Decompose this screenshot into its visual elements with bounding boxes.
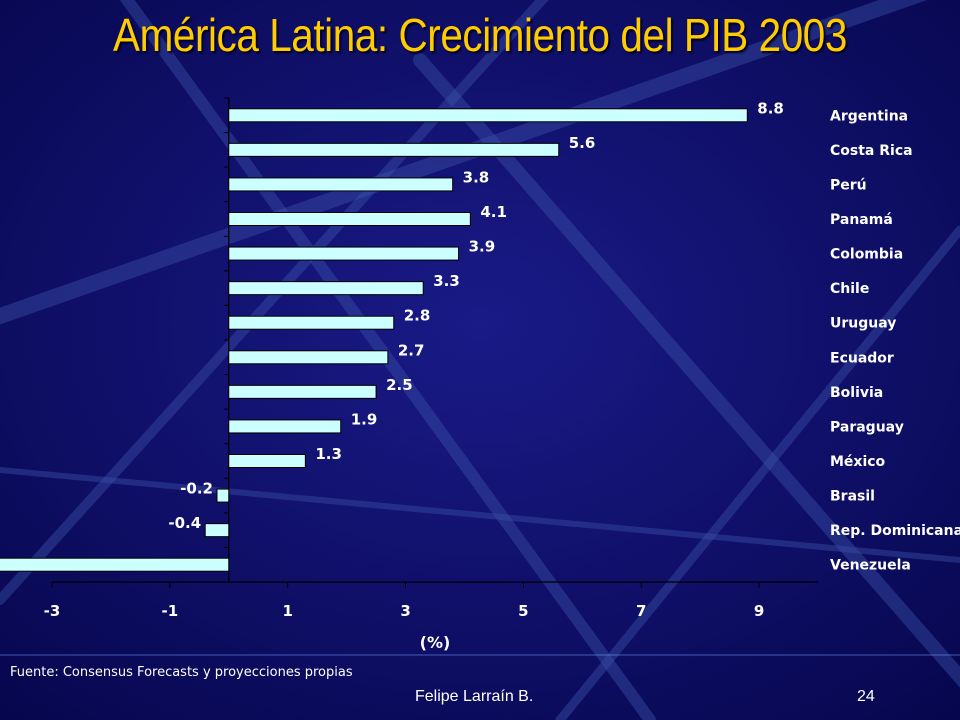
category-label: Perú (830, 177, 867, 193)
category-label: Rep. Dominicana (830, 523, 960, 539)
bar-costa-rica (228, 142, 560, 157)
bar-value-label: 3.8 (463, 168, 490, 186)
bar-venezuela (0, 557, 230, 572)
category-label: Paraguay (830, 419, 904, 435)
category-label: Argentina (830, 108, 908, 124)
bar-value-label: 8.8 (757, 99, 784, 117)
bar-brasil (216, 488, 230, 503)
bar-uruguay (228, 315, 395, 330)
bar-value-label: -0.2 (180, 480, 213, 498)
chart-axes (52, 97, 818, 583)
bar-ecuador (228, 350, 389, 365)
x-tick-label: 7 (636, 602, 646, 620)
bar-panam- (228, 212, 471, 226)
bar-value-label: 5.6 (569, 134, 596, 152)
bar-m-xico (228, 454, 306, 468)
category-label: Uruguay (830, 316, 896, 332)
category-label: Ecuador (830, 350, 894, 366)
chart-x-ticks: -3 -1 1 3 5 7 9 (44, 582, 764, 620)
category-label: México (830, 454, 886, 470)
footer-author: Felipe Larraín B. (415, 688, 534, 705)
bar-argentina (228, 108, 748, 123)
category-label: Costa Rica (830, 143, 913, 159)
x-tick-label: 5 (518, 602, 528, 620)
bar-rep-dominicana (204, 523, 230, 538)
bar-value-label: -0.4 (168, 514, 201, 532)
bar-value-label: 3.9 (469, 238, 496, 256)
x-tick-label: -1 (162, 602, 179, 620)
x-tick-label: -3 (44, 602, 61, 620)
x-tick-label: 1 (282, 602, 292, 620)
bar-value-label: 2.5 (386, 376, 413, 394)
bar-value-label: 1.9 (351, 410, 378, 428)
x-axis-label: (%) (420, 633, 451, 652)
category-label: Bolivia (830, 385, 883, 401)
category-label: Chile (830, 281, 869, 297)
slide-title: América Latina: Crecimiento del PIB 2003 (113, 9, 847, 61)
category-label: Colombia (830, 247, 903, 263)
bar-value-label: 2.7 (398, 341, 425, 359)
chart-value-labels: 8.8 5.6 3.8 4.1 3.9 3.32.8 2.7 2.5 1.9 1.3 -0.2 -0.… (168, 99, 784, 532)
bar-per- (228, 177, 454, 192)
bar-colombia (228, 246, 460, 261)
x-tick-label: 9 (754, 602, 764, 620)
category-label: Panamá (830, 212, 893, 228)
bar-value-label: 1.3 (315, 445, 342, 463)
chart-bars (0, 108, 748, 572)
page-number: 24 (857, 688, 875, 705)
bar-paraguay (228, 419, 342, 434)
bar-value-label: 4.1 (480, 203, 507, 221)
bar-value-label: 3.3 (433, 272, 460, 290)
bar-value-label: 2.8 (404, 307, 431, 325)
bar-chile (228, 281, 424, 296)
category-label: Venezuela (830, 558, 911, 574)
source-note: Fuente: Consensus Forecasts y proyeccion… (10, 665, 353, 680)
x-tick-label: 3 (400, 602, 410, 620)
category-label: Brasil (830, 489, 875, 505)
bar-bolivia (228, 384, 377, 399)
chart-category-labels: Argentina Costa Rica Perú Panamá Colombia Chi… (830, 108, 960, 573)
